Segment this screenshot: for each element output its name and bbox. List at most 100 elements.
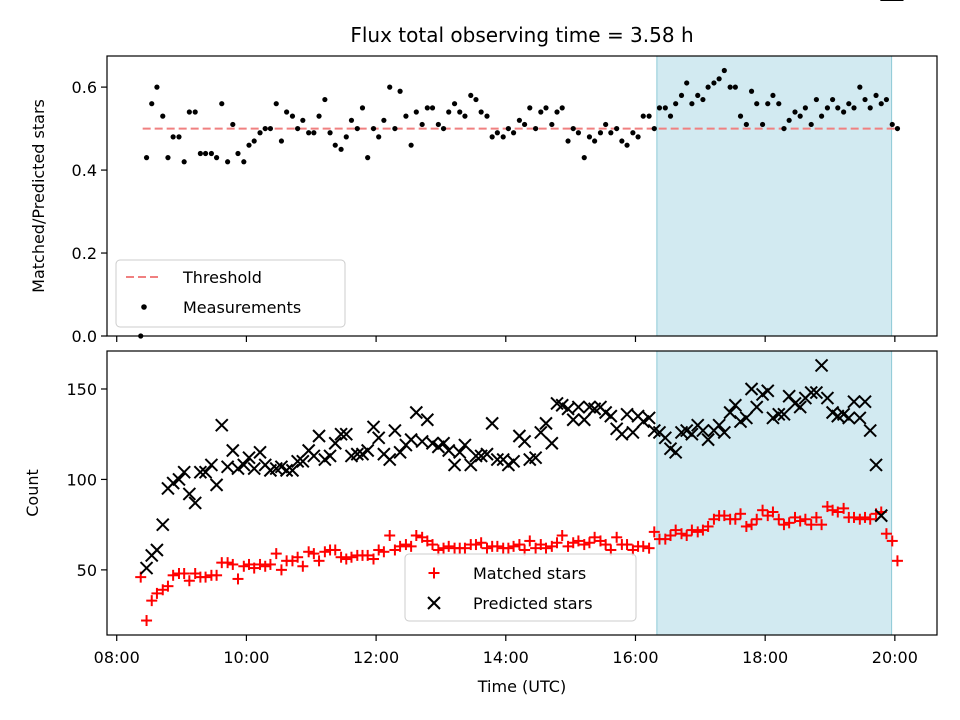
y-tick-label: 50 [77,561,97,580]
predicted-star-marker [366,420,381,434]
measurement-point [603,121,609,128]
matched-star-marker [692,526,704,538]
bottom-legend: Matched stars Predicted stars [404,553,637,622]
predicted-star-marker [566,413,580,427]
measurement-point [754,101,760,107]
chart-title: Flux total observing time = 3.58 h [350,23,693,47]
predicted-star-marker [485,416,499,431]
measurement-point [770,92,776,99]
matched-star-marker [443,540,455,552]
measurement-point [451,101,458,107]
legend-matched-label: Matched stars [473,564,586,583]
measurement-point [883,96,890,103]
predicted-star-marker [253,445,267,460]
matched-star-marker [345,551,357,563]
matched-star-marker [891,555,903,567]
predicted-star-marker [793,400,807,414]
y-tick-label: 100 [66,470,97,489]
predicted-star-marker [577,413,591,427]
matched-star-marker [178,567,190,579]
predicted-star-marker [750,400,764,414]
measurement-point [732,84,738,90]
matched-star-marker [183,575,195,587]
measurement-point [705,84,711,90]
bottom-y-axis-label: Count [23,469,42,517]
matched-star-marker [735,508,747,520]
measurement-point [160,113,166,119]
measurement-point [278,138,285,144]
measurement-point [538,109,544,115]
measurement-point [457,109,463,115]
matched-star-marker [248,562,260,574]
predicted-star-marker [739,411,754,425]
measurement-point [484,113,490,119]
predicted-star-marker [447,458,462,472]
measurement-point [295,125,301,132]
matched-star-marker [810,511,822,523]
measurement-point [581,155,587,161]
predicted-star-marker [820,391,835,405]
predicted-star-marker [506,454,521,469]
measurement-point [246,142,252,148]
predicted-star-marker [668,445,683,460]
measurement-point [586,134,593,140]
measurement-point [808,121,814,128]
measurement-point [241,159,247,165]
matched-star-marker [459,542,471,554]
matched-star-marker [827,504,839,516]
measurement-point [170,134,176,140]
bottom-panel: 50 100 150 08:00 10:00 12:00 14:00 16:00 18:00 2… [23,0,938,696]
predicted-star-marker [685,427,699,441]
predicted-star-marker [561,402,575,416]
x-axis-label: Time (UTC) [477,677,566,696]
predicted-star-marker [209,478,224,492]
predicted-star-marker [425,436,440,450]
matched-star-marker [340,553,352,565]
matched-star-marker [637,540,649,552]
matched-star-marker [400,539,412,551]
observing-window-shade [656,55,893,337]
measurement-point [202,150,209,157]
measurement-point [397,88,403,94]
measurement-point [332,142,338,148]
matched-star-marker [794,515,806,527]
measurement-point [446,109,452,115]
predicted-star-marker [226,443,240,458]
predicted-star-marker [296,454,310,469]
measurement-point [510,130,517,136]
measurement-point [219,101,225,107]
predicted-star-marker [555,398,569,412]
predicted-star-marker [636,414,650,429]
bottom-legend-box [404,553,637,622]
measurement-point [424,105,430,111]
matched-star-marker [200,571,212,583]
predicted-star-marker [404,432,418,447]
measurement-point [419,121,425,128]
measurement-point [527,105,533,111]
measurement-point [700,96,706,103]
predicted-star-marker [853,411,867,425]
y-tick-label: 0.2 [72,244,97,263]
measurement-point [284,109,290,115]
predicted-star-marker [231,461,245,476]
matched-star-marker [378,546,390,558]
measurement-point [505,125,511,132]
matched-star-marker [303,546,315,558]
predicted-star-marker [701,432,715,447]
bottom-x-ticks: 08:00 10:00 12:00 14:00 16:00 18:00 20:00 [94,635,918,667]
measurement-point [716,76,722,82]
measurement-point [376,134,382,140]
matched-star-marker [513,539,525,551]
measurement-points [138,67,901,339]
predicted-star-marker [728,398,743,412]
measurement-point [435,121,441,128]
measurement-point [192,109,198,115]
measurement-point [440,125,447,132]
measurement-point [721,67,727,74]
predicted-star-marker [371,431,386,445]
measurement-point [262,125,268,132]
matched-star-marker [222,557,234,569]
measurement-point [348,117,355,123]
measurement-point [835,105,841,111]
matched-star-marker [151,587,163,599]
